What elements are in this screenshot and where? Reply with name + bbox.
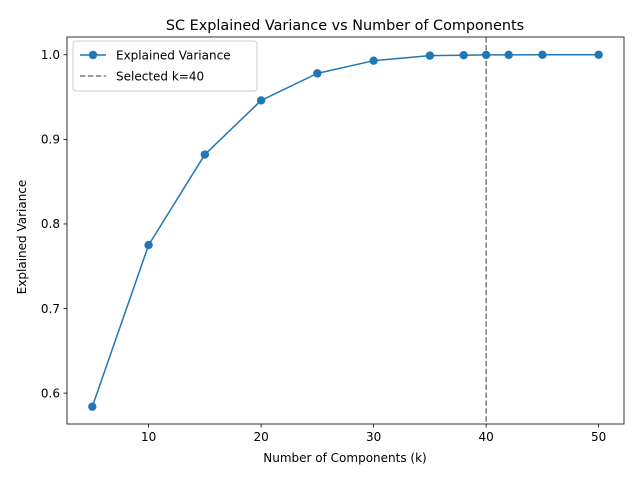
legend-label-selected-k: Selected k=40 (116, 70, 204, 84)
x-tick-label-1: 20 (253, 430, 268, 444)
data-point-0-2 (200, 150, 210, 159)
y-tick-label-2: 0.8 (41, 217, 60, 231)
y-tick-label-0: 0.6 (41, 386, 60, 400)
y-tick-label-4: 1.0 (41, 48, 60, 62)
x-tick-label-3: 40 (479, 430, 494, 444)
data-point-0-5 (369, 56, 378, 65)
legend: Explained Variance Selected k=40 (72, 40, 258, 92)
x-tick-label-4: 50 (591, 430, 606, 444)
x-axis-ticks: 10 20 30 40 50 (141, 424, 606, 444)
data-point-0-6 (425, 51, 435, 60)
legend-marker-explained-variance (88, 50, 98, 60)
plot-area (66, 36, 625, 425)
y-tick-label-3: 0.9 (41, 133, 60, 147)
y-tick-label-1: 0.7 (41, 302, 60, 316)
data-point-0-9 (504, 50, 513, 60)
data-point-0-1 (144, 240, 153, 250)
legend-frame (72, 40, 258, 92)
x-tick-label-0: 10 (141, 430, 156, 444)
x-axis-label: Number of Components (k) (263, 451, 426, 465)
y-axis-ticks: 0.6 0.7 0.8 0.9 1.0 (41, 48, 67, 400)
data-point-0-0 (88, 402, 97, 411)
legend-label-explained-variance: Explained Variance (116, 49, 231, 63)
data-point-0-11 (594, 50, 603, 59)
data-point-0-10 (538, 50, 547, 59)
data-point-0-3 (256, 96, 266, 105)
axes-frame (66, 36, 625, 425)
chart-title: SC Explained Variance vs Number of Compo… (166, 18, 524, 34)
data-point-0-4 (313, 69, 322, 78)
y-axis-label: Explained Variance (15, 180, 29, 295)
x-tick-label-2: 30 (366, 430, 381, 444)
series-line-0 (91, 54, 599, 407)
data-point-0-8 (481, 50, 491, 60)
data-point-0-7 (459, 50, 468, 60)
